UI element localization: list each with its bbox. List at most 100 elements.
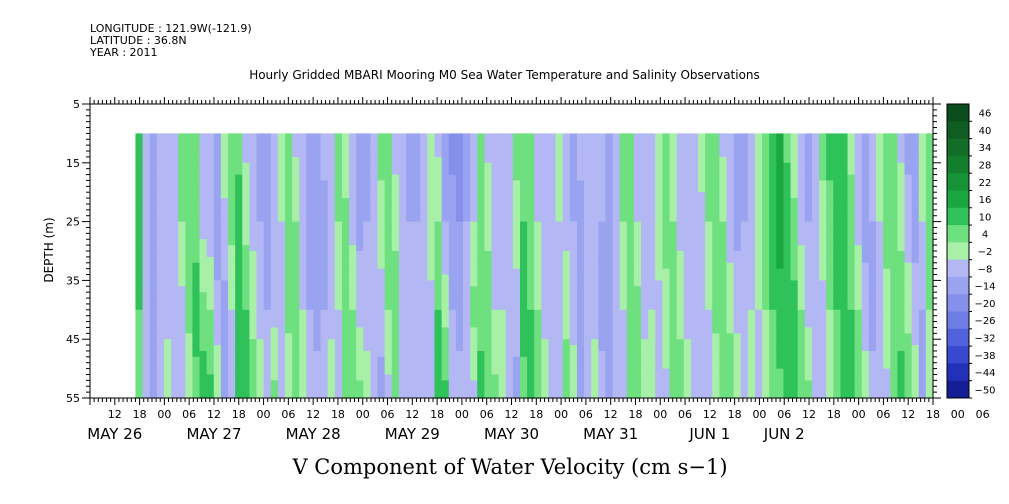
heatmap-cell bbox=[569, 339, 578, 346]
heatmap-cell bbox=[698, 374, 706, 381]
heatmap-cell bbox=[705, 280, 713, 287]
heatmap-cell bbox=[398, 356, 407, 364]
heatmap-cell bbox=[712, 162, 720, 170]
heatmap-cell bbox=[398, 339, 407, 346]
heatmap-cell bbox=[918, 215, 927, 223]
heatmap-cell bbox=[263, 168, 272, 176]
heatmap-cell bbox=[135, 286, 144, 293]
heatmap-cell bbox=[797, 221, 806, 229]
heatmap-cell bbox=[591, 186, 599, 193]
heatmap-cell bbox=[491, 374, 500, 381]
heatmap-cell bbox=[562, 333, 571, 340]
heatmap-cell bbox=[206, 333, 215, 340]
heatmap-cell bbox=[548, 262, 557, 270]
heatmap-cell bbox=[277, 209, 286, 217]
heatmap-cell bbox=[512, 192, 521, 199]
heatmap-cell bbox=[406, 192, 414, 199]
heatmap-cell bbox=[306, 345, 315, 352]
heatmap-cell bbox=[213, 368, 222, 376]
heatmap-cell bbox=[249, 262, 258, 270]
heatmap-cell bbox=[149, 209, 158, 217]
heatmap-cell bbox=[491, 139, 500, 146]
heatmap-cell bbox=[641, 262, 649, 270]
heatmap-cell bbox=[669, 386, 678, 393]
heatmap-cell bbox=[683, 139, 692, 146]
heatmap-cell bbox=[541, 168, 550, 176]
heatmap-cell bbox=[299, 327, 307, 334]
heatmap-cell bbox=[470, 215, 478, 223]
heatmap-cell bbox=[285, 151, 293, 158]
heatmap-cell bbox=[648, 156, 656, 164]
heatmap-cell bbox=[911, 350, 920, 358]
heatmap-cell bbox=[199, 292, 208, 299]
heatmap-cell bbox=[683, 133, 692, 140]
heatmap-cell bbox=[256, 321, 265, 329]
heatmap-cell bbox=[199, 239, 208, 246]
heatmap-cell bbox=[655, 380, 663, 387]
heatmap-cell bbox=[470, 292, 478, 299]
heatmap-cell bbox=[712, 380, 720, 387]
heatmap-cell bbox=[548, 386, 557, 393]
heatmap-cell bbox=[228, 156, 236, 164]
heatmap-cell bbox=[356, 221, 364, 229]
heatmap-cell bbox=[420, 227, 429, 234]
heatmap-cell bbox=[235, 321, 243, 329]
heatmap-cell bbox=[826, 186, 834, 193]
heatmap-cell bbox=[783, 145, 792, 152]
heatmap-cell bbox=[463, 392, 471, 399]
heatmap-cell bbox=[285, 209, 293, 217]
heatmap-cell bbox=[391, 392, 400, 399]
heatmap-cell bbox=[498, 386, 507, 393]
heatmap-cell bbox=[790, 251, 799, 258]
heatmap-cell bbox=[868, 180, 877, 187]
heatmap-cell bbox=[861, 198, 870, 205]
heatmap-cell bbox=[320, 133, 329, 140]
heatmap-cell bbox=[377, 380, 386, 387]
heatmap-cell bbox=[398, 180, 407, 187]
heatmap-cell bbox=[441, 321, 450, 329]
heatmap-cell bbox=[605, 274, 614, 281]
heatmap-cell bbox=[726, 298, 735, 305]
heatmap-cell bbox=[883, 362, 891, 370]
heatmap-cell bbox=[890, 315, 898, 323]
heatmap-cell bbox=[662, 198, 671, 205]
heatmap-cell bbox=[712, 339, 720, 346]
heatmap-cell bbox=[142, 268, 151, 276]
heatmap-cell bbox=[199, 262, 208, 270]
heatmap-cell bbox=[876, 327, 884, 334]
heatmap-cell bbox=[299, 262, 307, 270]
heatmap-cell bbox=[811, 221, 820, 229]
heatmap-cell bbox=[420, 251, 429, 258]
heatmap-cell bbox=[683, 198, 692, 205]
heatmap-cell bbox=[826, 221, 834, 229]
heatmap-cell bbox=[306, 192, 315, 199]
heatmap-cell bbox=[441, 186, 450, 193]
heatmap-cell bbox=[477, 133, 485, 140]
heatmap-cell bbox=[477, 333, 485, 340]
heatmap-cell bbox=[292, 327, 300, 334]
heatmap-cell bbox=[349, 133, 357, 140]
heatmap-cell bbox=[769, 268, 777, 276]
heatmap-cell bbox=[584, 309, 592, 317]
heatmap-cell bbox=[434, 198, 443, 205]
heatmap-cell bbox=[206, 321, 215, 329]
heatmap-cell bbox=[391, 315, 400, 323]
heatmap-cell bbox=[726, 139, 735, 146]
heatmap-cell bbox=[626, 298, 635, 305]
heatmap-cell bbox=[726, 374, 735, 381]
heatmap-cell bbox=[633, 221, 642, 229]
heatmap-cell bbox=[398, 280, 407, 287]
heatmap-cell bbox=[391, 198, 400, 205]
heatmap-cell bbox=[505, 233, 514, 240]
heatmap-cell bbox=[868, 245, 877, 252]
heatmap-cell bbox=[562, 339, 571, 346]
heatmap-cell bbox=[512, 392, 521, 399]
heatmap-cell bbox=[263, 227, 272, 234]
heatmap-cell bbox=[633, 162, 642, 170]
heatmap-cell bbox=[726, 256, 735, 264]
heatmap-cell bbox=[313, 315, 322, 323]
heatmap-cell bbox=[911, 268, 920, 276]
heatmap-cell bbox=[420, 156, 429, 164]
heatmap-cell bbox=[705, 333, 713, 340]
heatmap-cell bbox=[185, 362, 194, 370]
